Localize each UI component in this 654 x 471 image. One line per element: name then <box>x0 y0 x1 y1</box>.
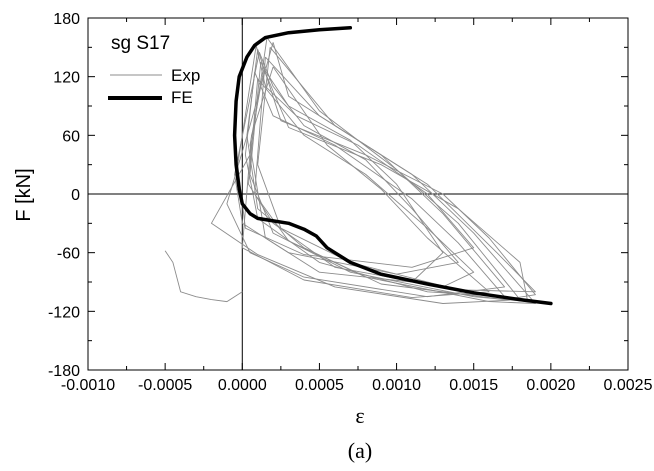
ticks: -0.0010 -0.0005 0.0000 0.0005 0.0010 0.0015 0.… <box>48 11 653 394</box>
y-axis-label: F [kN] <box>13 168 35 221</box>
legend-title: sg S17 <box>111 33 170 54</box>
exp-loop-line <box>249 68 444 283</box>
x-tick-label: 0.0025 <box>604 377 653 394</box>
y-tick-label: -180 <box>48 363 80 380</box>
x-tick-label: 0.0015 <box>449 377 498 394</box>
exp-loop-line <box>246 49 536 301</box>
exp-loop-line <box>237 45 475 268</box>
y-tick-label: 180 <box>53 11 80 28</box>
x-tick-label: -0.0010 <box>61 377 115 394</box>
exp-loop-line <box>234 52 459 275</box>
series-group <box>164 26 553 306</box>
fe-series-line <box>232 26 553 306</box>
legend: sg S17 Exp FE <box>108 33 200 107</box>
exp-loop-line <box>210 37 521 304</box>
exp-loop-line <box>241 66 490 299</box>
x-tick-label: -0.0005 <box>138 377 192 394</box>
x-tick-label: 0.0005 <box>295 377 344 394</box>
exp-loop-line <box>248 78 475 288</box>
y-tick-label: -120 <box>48 304 80 321</box>
legend-label-fe: FE <box>171 88 193 107</box>
x-tick-label: 0.0020 <box>526 377 575 394</box>
series-layer <box>164 26 553 306</box>
y-tick-label: -60 <box>57 246 80 263</box>
y-tick-label: 120 <box>53 70 80 87</box>
axes <box>87 17 629 371</box>
figure-caption: (a) <box>348 438 372 463</box>
y-tick-label: 60 <box>62 128 80 145</box>
x-tick-label: 0.0010 <box>372 377 421 394</box>
legend-label-exp: Exp <box>171 66 200 85</box>
y-tick-label: 0 <box>71 187 80 204</box>
x-tick-label: 0.0000 <box>218 377 267 394</box>
x-axis-label: ε <box>355 403 364 428</box>
exp-lead-in-line <box>164 250 243 303</box>
